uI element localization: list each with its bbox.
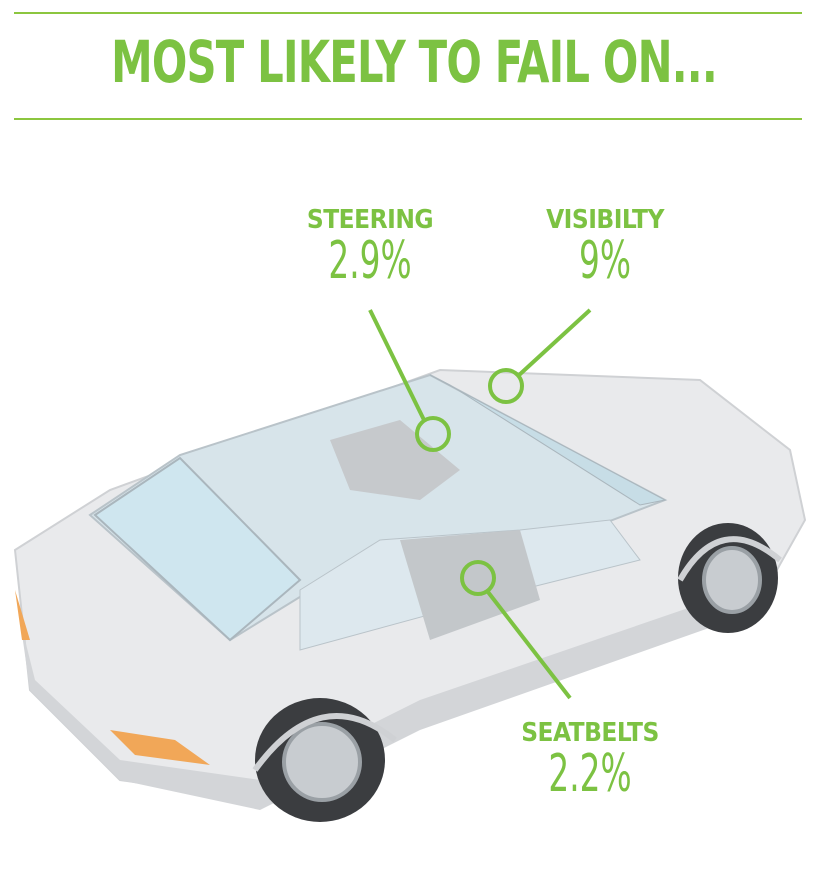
top-divider [14, 12, 802, 14]
callout-label: VISIBILTY [546, 205, 664, 235]
callout-seatbelts: SEATBELTS 2.2% [505, 718, 675, 800]
callout-label: SEATBELTS [521, 718, 659, 748]
steering-pointer [368, 309, 427, 423]
steering-marker [415, 416, 451, 452]
callout-steering: STEERING 2.9% [290, 205, 450, 287]
visibility-marker [488, 368, 524, 404]
callout-visibility: VISIBILTY 9% [530, 205, 680, 287]
bottom-divider [14, 118, 802, 120]
callout-value: 9% [579, 231, 631, 291]
seatbelts-marker [460, 560, 496, 596]
callout-value: 2.2% [548, 744, 632, 804]
callout-value: 2.9% [328, 231, 412, 291]
rear-wheel [255, 698, 385, 822]
callout-label: STEERING [306, 205, 434, 235]
seatbelts-pointer [486, 590, 572, 700]
car-icon [13, 368, 807, 822]
visibility-pointer [516, 308, 592, 378]
page-title: MOST LIKELY TO FAIL ON... [111, 28, 718, 96]
